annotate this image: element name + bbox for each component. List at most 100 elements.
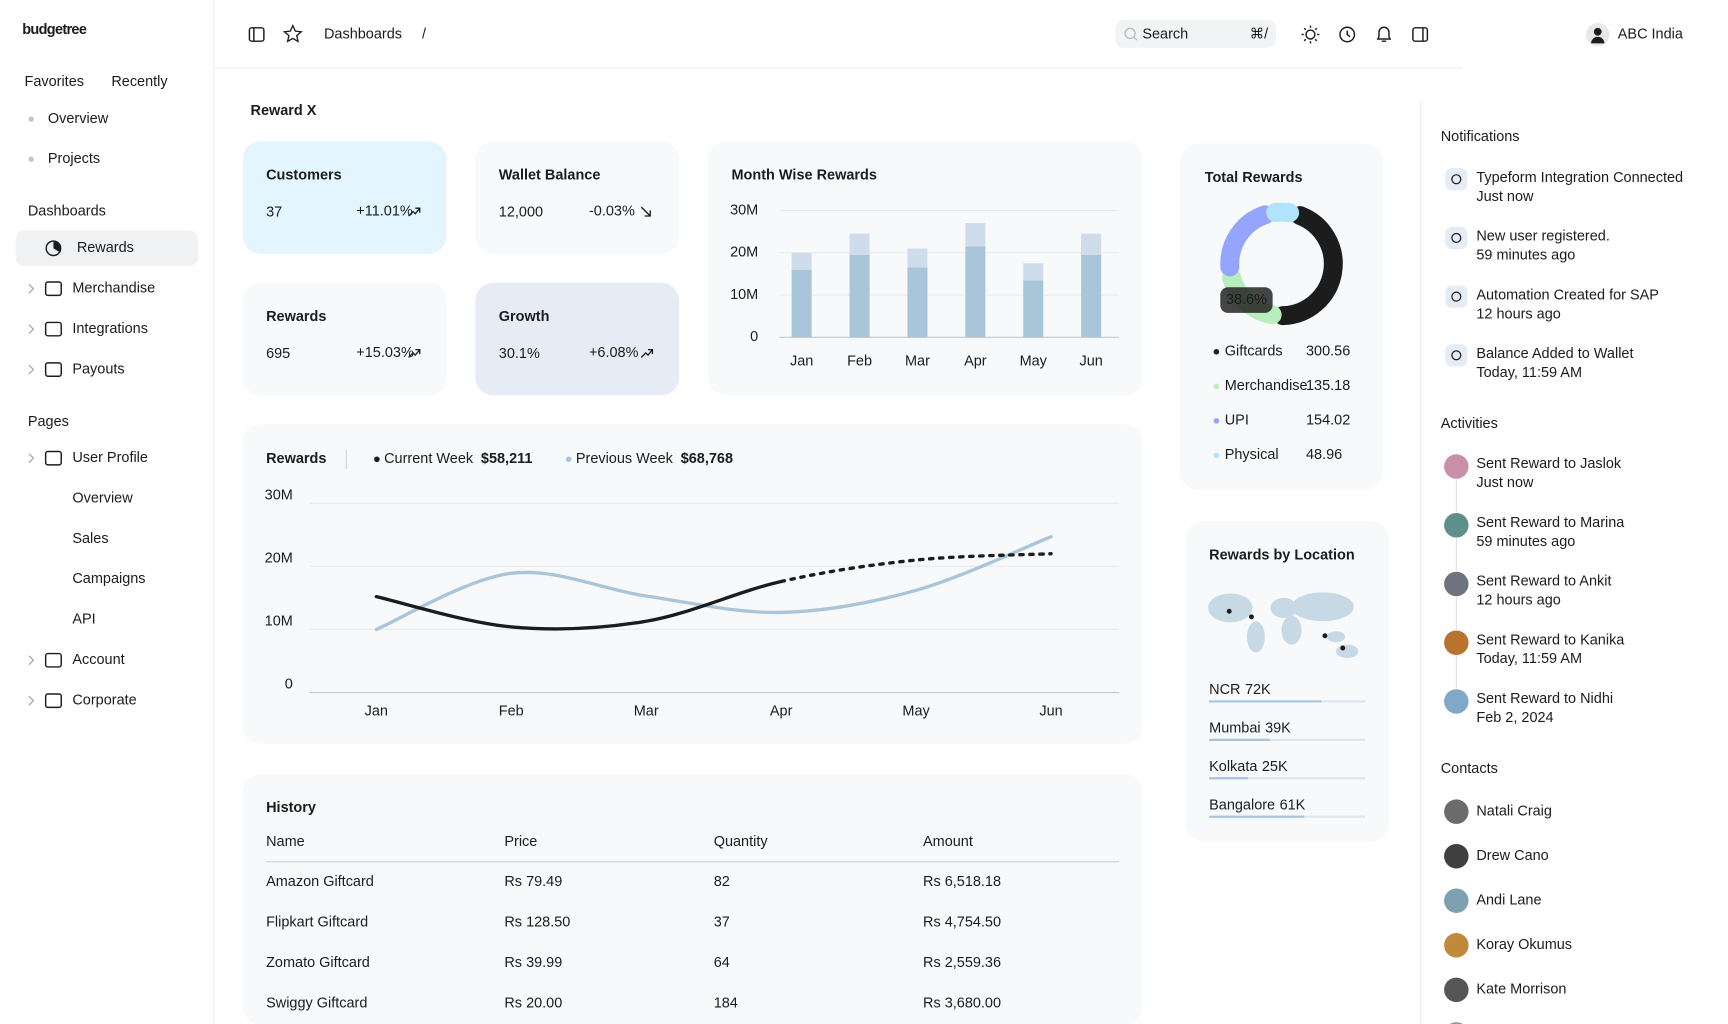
toggle-icon bbox=[248, 27, 265, 42]
icon bbox=[53, 241, 61, 253]
contact-avatar bbox=[1444, 888, 1469, 913]
logo: budgetree bbox=[22, 22, 87, 38]
notification-text[interactable]: New user registered. bbox=[1476, 229, 1610, 245]
user-name[interactable]: ABC India bbox=[1618, 26, 1684, 42]
notification-icon bbox=[1445, 285, 1468, 308]
icon bbox=[44, 281, 62, 297]
y-tick-label: 30M bbox=[265, 487, 293, 503]
nav-item[interactable]: Merchandise bbox=[72, 281, 155, 297]
y-tick-label: 0 bbox=[750, 329, 758, 345]
chevron bbox=[28, 695, 35, 706]
table-cell: Rs 20.00 bbox=[504, 995, 562, 1011]
bar-segment bbox=[1081, 254, 1102, 338]
x-tick-label: Jun bbox=[1039, 703, 1062, 719]
location-value: 72K bbox=[1245, 682, 1271, 698]
nav-subitem[interactable]: Sales bbox=[72, 531, 108, 547]
contact-name[interactable]: Koray Okumus bbox=[1476, 937, 1572, 953]
location-name: Mumbai bbox=[1209, 721, 1260, 737]
x-tick-label: Mar bbox=[905, 354, 930, 370]
nav-item[interactable]: Rewards bbox=[77, 240, 134, 256]
map-pin bbox=[1322, 633, 1328, 639]
contact-name[interactable]: Kate Morrison bbox=[1476, 982, 1566, 998]
legend-label: Merchandise bbox=[1225, 378, 1308, 394]
contact-name[interactable]: Drew Cano bbox=[1476, 848, 1548, 864]
activity-text[interactable]: Sent Reward to Marina bbox=[1476, 515, 1625, 531]
donut-segment bbox=[1220, 205, 1275, 277]
nav-item[interactable]: User Profile bbox=[72, 450, 148, 466]
activity-text[interactable]: Sent Reward to Ankit bbox=[1476, 574, 1611, 590]
search-shortcut: ⌘/ bbox=[1250, 26, 1269, 42]
history-icon[interactable] bbox=[1339, 26, 1356, 43]
x-tick-label: Feb bbox=[499, 703, 524, 719]
column-header: Price bbox=[504, 834, 537, 850]
location-name: Kolkata bbox=[1209, 759, 1258, 775]
notification-icon bbox=[1451, 350, 1462, 361]
bell-icon[interactable] bbox=[1376, 26, 1392, 42]
nav-subitem[interactable]: API bbox=[72, 612, 95, 628]
bar-segment bbox=[965, 246, 986, 338]
table-cell: Swiggy Giftcard bbox=[266, 995, 367, 1011]
table-cell: 64 bbox=[714, 955, 730, 971]
notification-text[interactable]: Balance Added to Wallet bbox=[1476, 346, 1633, 362]
tab[interactable]: Favorites bbox=[24, 74, 84, 90]
notification-time: Just now bbox=[1476, 189, 1534, 205]
location-name: Bangalore bbox=[1209, 797, 1275, 813]
line-series bbox=[374, 535, 1053, 632]
legend-dot bbox=[1213, 383, 1220, 390]
panel-heading: Notifications bbox=[1441, 129, 1520, 145]
map-land bbox=[1281, 615, 1302, 645]
panel-icon[interactable] bbox=[1412, 27, 1429, 42]
legend-label[interactable]: Previous Week bbox=[576, 451, 674, 467]
theme-icon bbox=[1303, 27, 1307, 31]
activity-text[interactable]: Sent Reward to Kanika bbox=[1476, 632, 1625, 648]
legend-dot bbox=[1213, 349, 1220, 355]
breadcrumb[interactable]: Dashboards bbox=[324, 26, 402, 42]
donut-segment bbox=[1273, 206, 1343, 326]
nav-subitem[interactable]: Campaigns bbox=[72, 571, 145, 587]
bar-segment bbox=[849, 254, 870, 338]
contact-name[interactable]: Natali Craig bbox=[1476, 804, 1552, 820]
stat-card bbox=[242, 282, 447, 396]
nav-item[interactable]: Integrations bbox=[72, 321, 148, 337]
tab[interactable]: Recently bbox=[111, 74, 168, 90]
theme-icon[interactable] bbox=[1305, 29, 1316, 40]
legend-value: $58,211 bbox=[481, 451, 533, 467]
table-cell: Rs 4,754.50 bbox=[923, 915, 1001, 931]
icon bbox=[44, 693, 62, 709]
search-box[interactable] bbox=[1115, 20, 1276, 48]
notification-time: 59 minutes ago bbox=[1476, 248, 1575, 264]
table-cell: Flipkart Giftcard bbox=[266, 915, 368, 931]
bar-segment bbox=[965, 223, 986, 247]
x-tick-label: Jun bbox=[1079, 354, 1102, 370]
nav-subitem[interactable]: Overview bbox=[72, 490, 133, 506]
notification-text[interactable]: Typeform Integration Connected bbox=[1476, 170, 1683, 186]
activity-text[interactable]: Sent Reward to Jaslok bbox=[1476, 456, 1622, 472]
stat-card bbox=[475, 141, 680, 254]
active-item bbox=[15, 230, 199, 267]
legend-label[interactable]: Current Week bbox=[384, 451, 474, 467]
notification-icon bbox=[1451, 232, 1462, 244]
nav-item[interactable]: Projects bbox=[48, 151, 100, 167]
contact-name[interactable]: Andi Lane bbox=[1476, 893, 1541, 909]
nav-item[interactable]: Account bbox=[72, 652, 124, 668]
search-icon bbox=[1124, 27, 1136, 40]
stat-change: +6.08% bbox=[589, 345, 639, 361]
star-icon bbox=[282, 24, 303, 43]
map-land bbox=[1270, 597, 1298, 618]
bar-segment bbox=[1023, 263, 1044, 281]
map-land bbox=[1247, 621, 1265, 653]
nav-item[interactable]: Overview bbox=[48, 111, 109, 127]
chart-title: Rewards by Location bbox=[1209, 547, 1355, 563]
activity-text[interactable]: Sent Reward to Nidhi bbox=[1476, 691, 1613, 707]
notification-text[interactable]: Automation Created for SAP bbox=[1476, 287, 1659, 303]
notification-time: Today, 11:59 AM bbox=[1476, 365, 1582, 381]
notification-icon bbox=[1445, 168, 1468, 191]
column-header: Amount bbox=[923, 834, 973, 850]
table-card bbox=[242, 773, 1143, 1024]
nav-item[interactable]: Payouts bbox=[72, 361, 124, 377]
chart-title: Rewards bbox=[266, 451, 326, 467]
legend-dot bbox=[374, 456, 380, 463]
nav-item[interactable]: Corporate bbox=[72, 692, 136, 708]
activity-avatar bbox=[1444, 513, 1469, 538]
